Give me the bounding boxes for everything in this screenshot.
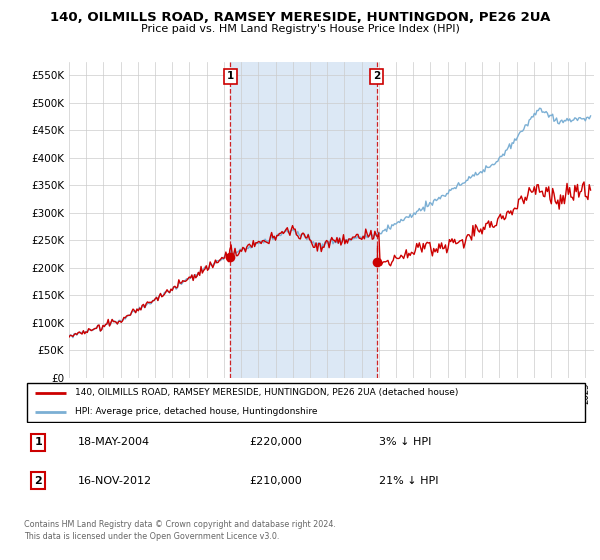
Text: HPI: Average price, detached house, Huntingdonshire: HPI: Average price, detached house, Hunt… bbox=[75, 407, 317, 416]
Text: 2: 2 bbox=[34, 476, 42, 486]
Text: Price paid vs. HM Land Registry's House Price Index (HPI): Price paid vs. HM Land Registry's House … bbox=[140, 24, 460, 34]
Text: 2: 2 bbox=[373, 72, 380, 81]
Text: 1: 1 bbox=[227, 72, 234, 81]
Text: This data is licensed under the Open Government Licence v3.0.: This data is licensed under the Open Gov… bbox=[24, 532, 280, 541]
Text: 140, OILMILLS ROAD, RAMSEY MERESIDE, HUNTINGDON, PE26 2UA: 140, OILMILLS ROAD, RAMSEY MERESIDE, HUN… bbox=[50, 11, 550, 24]
Text: £210,000: £210,000 bbox=[250, 476, 302, 486]
Text: 18-MAY-2004: 18-MAY-2004 bbox=[77, 437, 150, 447]
Text: 21% ↓ HPI: 21% ↓ HPI bbox=[379, 476, 439, 486]
Bar bbox=[230, 62, 377, 378]
Text: Contains HM Land Registry data © Crown copyright and database right 2024.: Contains HM Land Registry data © Crown c… bbox=[24, 520, 336, 529]
Text: 3% ↓ HPI: 3% ↓ HPI bbox=[379, 437, 431, 447]
Text: £220,000: £220,000 bbox=[250, 437, 302, 447]
Text: 1: 1 bbox=[34, 437, 42, 447]
Text: 140, OILMILLS ROAD, RAMSEY MERESIDE, HUNTINGDON, PE26 2UA (detached house): 140, OILMILLS ROAD, RAMSEY MERESIDE, HUN… bbox=[75, 389, 458, 398]
Text: 16-NOV-2012: 16-NOV-2012 bbox=[77, 476, 152, 486]
FancyBboxPatch shape bbox=[27, 383, 585, 422]
